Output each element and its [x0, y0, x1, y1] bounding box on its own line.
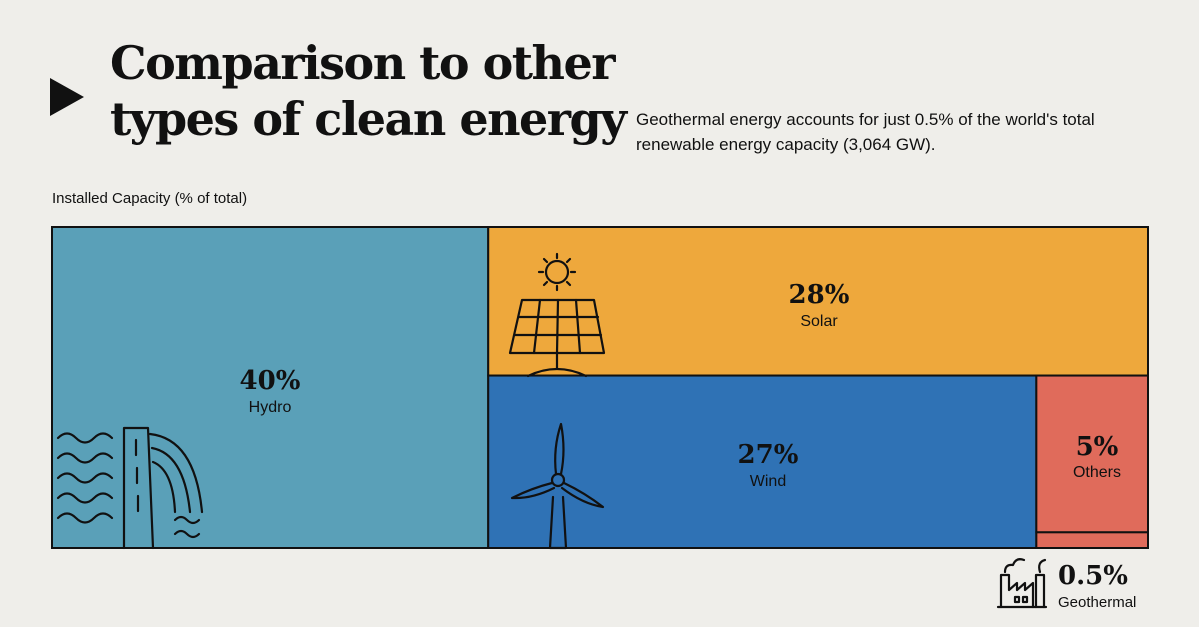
- treemap-labels: 40% Hydro 28% Solar 27% Wind 5% Others 0…: [240, 280, 1137, 611]
- solar-category-label: Solar: [800, 313, 838, 330]
- treemap-rects: [51, 226, 1149, 549]
- hydro-value-label: 40%: [240, 366, 301, 396]
- measure-caption: Installed Capacity (% of total): [52, 190, 248, 207]
- wind-turbine-icon: [510, 422, 605, 550]
- others-category-label: Others: [1073, 464, 1121, 481]
- wind-value-label: 27%: [738, 440, 799, 470]
- wind-rect: [487, 374, 1038, 549]
- dam-waves-icon: [56, 426, 204, 550]
- others-rect: [1035, 374, 1149, 534]
- wind-category-label: Wind: [750, 473, 786, 490]
- geothermal-value-label: 0.5%: [1058, 561, 1128, 591]
- chart-subtitle: Geothermal energy accounts for just 0.5%…: [636, 110, 1095, 154]
- solar-value-label: 28%: [789, 280, 850, 310]
- geothermal-category-label: Geothermal: [1058, 594, 1136, 611]
- chart-title-line-1: Comparison to other: [110, 36, 616, 90]
- hydro-category-label: Hydro: [249, 399, 292, 416]
- others-value-label: 5%: [1076, 432, 1119, 462]
- sun-solar-panel-icon: [508, 252, 606, 378]
- chart-title-line-2: types of clean energy: [110, 92, 627, 146]
- solar-rect: [487, 226, 1149, 377]
- factory-icon: [996, 558, 1048, 609]
- geothermal-rect: [1035, 531, 1149, 549]
- play-arrow-icon: [50, 78, 84, 116]
